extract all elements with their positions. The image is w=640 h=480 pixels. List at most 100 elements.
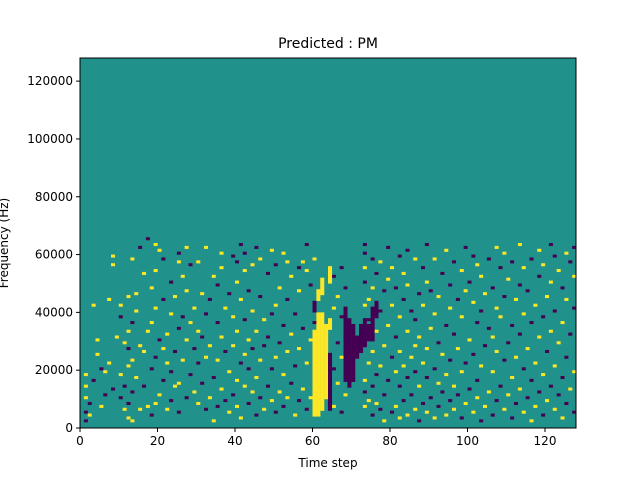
heatmap-cell — [157, 248, 162, 252]
heatmap-cell — [235, 260, 240, 264]
y-axis-label: Frequency (Hz) — [0, 198, 11, 289]
heatmap-cell — [281, 404, 286, 408]
heatmap-cell — [196, 361, 201, 365]
heatmap-cell — [246, 289, 251, 293]
heatmap-cell — [293, 413, 298, 417]
heatmap-cell — [362, 243, 367, 247]
heatmap-cell — [409, 393, 414, 397]
heatmap-cell — [514, 355, 519, 359]
heatmap-cell — [413, 344, 418, 348]
x-tick-label: 20 — [150, 434, 165, 448]
heatmap-cell — [362, 280, 367, 284]
heatmap-cell — [448, 399, 453, 403]
heatmap-cell — [91, 378, 96, 382]
heatmap-cell — [207, 396, 212, 400]
heatmap-cell — [161, 378, 166, 382]
heatmap-cell — [572, 370, 577, 374]
heatmap-cell — [192, 390, 197, 394]
heatmap-cell — [308, 338, 313, 342]
heatmap-cell — [405, 329, 410, 333]
heatmap-cell — [537, 390, 542, 394]
heatmap-cell — [83, 419, 88, 423]
heatmap-cell — [479, 364, 484, 368]
heatmap-cell — [130, 390, 135, 394]
x-tick-label: 120 — [534, 434, 557, 448]
heatmap-cell — [176, 410, 181, 414]
heatmap-cell — [409, 355, 414, 359]
heatmap-cell — [304, 361, 309, 365]
heatmap-cell — [289, 381, 294, 385]
heatmap-cell — [413, 257, 418, 261]
heatmap-cell — [138, 245, 143, 249]
heatmap-cell — [436, 404, 441, 408]
heatmap-cell — [471, 300, 476, 304]
heatmap-cell — [215, 283, 220, 287]
heatmap-cell — [231, 393, 236, 397]
heatmap-cell — [401, 271, 406, 275]
heatmap-cell — [324, 323, 329, 400]
heatmap-cell — [362, 390, 367, 394]
heatmap-cell — [432, 312, 437, 316]
heatmap-cell — [122, 384, 127, 388]
heatmap-cell — [359, 323, 364, 353]
heatmap-cell — [459, 370, 464, 374]
heatmap-cell — [219, 387, 224, 391]
heatmap-cell — [502, 407, 507, 411]
heatmap-cell — [463, 361, 468, 365]
heatmap-cell — [444, 323, 449, 327]
heatmap-cell — [448, 306, 453, 310]
heatmap-cell — [483, 404, 488, 408]
heatmap-cell — [176, 381, 181, 385]
heatmap-cell — [343, 393, 348, 397]
heatmap-cell — [192, 347, 197, 351]
heatmap-cell — [153, 306, 158, 310]
heatmap-cell — [297, 399, 302, 403]
heatmap-cell — [510, 260, 515, 264]
heatmap-cell — [242, 269, 247, 273]
heatmap-cells — [83, 237, 577, 423]
y-tick-label: 0 — [65, 421, 73, 435]
heatmap-cell — [246, 338, 251, 342]
heatmap-cell — [184, 396, 189, 400]
heatmap-cell — [250, 390, 255, 394]
heatmap-cell — [138, 407, 143, 411]
heatmap-cell — [297, 289, 302, 293]
heatmap-cell — [145, 404, 150, 408]
heatmap-cell — [126, 401, 131, 406]
heatmap-cell — [188, 373, 193, 377]
heatmap-cell — [180, 358, 185, 362]
heatmap-cell — [405, 413, 410, 417]
x-tick-label: 0 — [76, 434, 84, 448]
heatmap-cell — [304, 269, 309, 273]
heatmap-cell — [204, 407, 209, 411]
heatmap-cell — [87, 401, 92, 406]
heatmap-cell — [157, 338, 162, 342]
heatmap-cell — [242, 384, 247, 388]
heatmap-cell — [122, 407, 127, 411]
heatmap-cell — [161, 297, 166, 301]
heatmap-cell — [541, 413, 546, 417]
heatmap-cell — [390, 355, 395, 359]
heatmap-cell — [173, 349, 178, 353]
heatmap-cell — [514, 297, 519, 301]
heatmap-cell — [130, 419, 135, 423]
heatmap-cell — [304, 407, 309, 411]
heatmap-cell — [428, 326, 433, 330]
heatmap-cell — [235, 280, 240, 284]
heatmap-cell — [273, 355, 278, 359]
heatmap-cell — [521, 312, 526, 316]
heatmap-cell — [118, 315, 123, 319]
heatmap-cell — [173, 295, 178, 299]
heatmap-cell — [413, 318, 418, 322]
heatmap-cell — [444, 373, 449, 377]
heatmap-cell — [316, 312, 321, 417]
heatmap-cell — [366, 318, 371, 322]
heatmap-cell — [413, 370, 418, 374]
y-tick-label: 60000 — [35, 248, 73, 262]
heatmap-cell — [188, 263, 193, 267]
heatmap-cell — [339, 315, 344, 319]
heatmap-cell — [269, 399, 274, 403]
heatmap-cell — [339, 266, 344, 270]
heatmap-cell — [122, 341, 127, 345]
heatmap-cell — [390, 303, 395, 307]
